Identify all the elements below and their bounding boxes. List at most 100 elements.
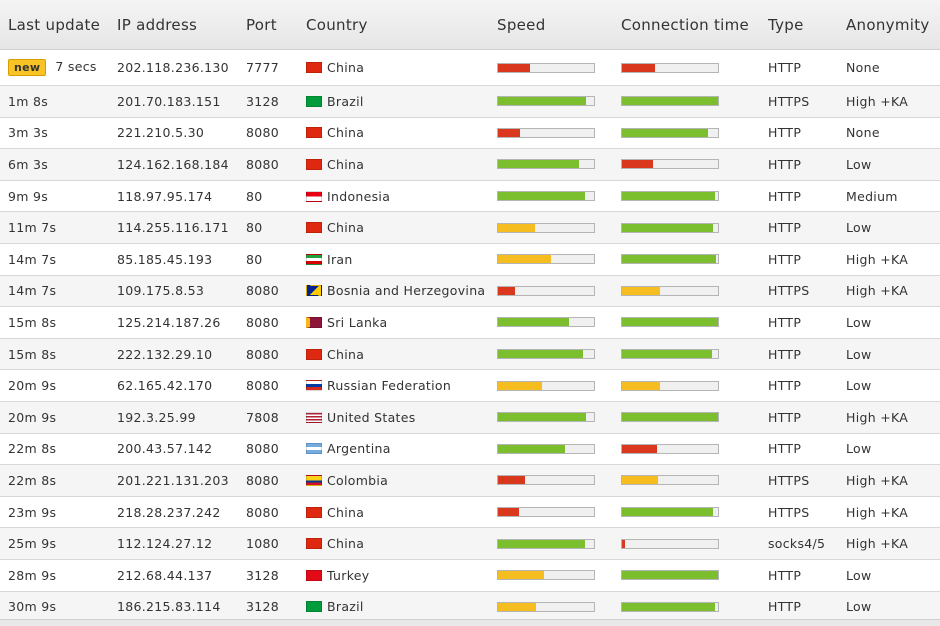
connection-time-cell (613, 433, 760, 466)
last-update-value: 1m 8s (8, 93, 49, 109)
ip-address-cell[interactable]: 201.70.183.151 (109, 85, 238, 118)
table-row[interactable]: new 7 secs 202.118.236.130 7777 China HTT… (0, 49, 940, 86)
ip-address-cell[interactable]: 118.97.95.174 (109, 180, 238, 213)
anonymity-cell: Low (838, 338, 940, 371)
table-row[interactable]: 25m 9s 112.124.27.12 1080 China socks4/5… (0, 527, 940, 560)
table-row[interactable]: 15m 8s 125.214.187.26 8080 Sri Lanka HTT… (0, 306, 940, 339)
connection-time-bar-fill (622, 128, 709, 137)
table-row[interactable]: 22m 8s 201.221.131.203 8080 Colombia HTT… (0, 464, 940, 497)
table-row[interactable]: 20m 9s 62.165.42.170 8080 Russian Federa… (0, 369, 940, 402)
cn-flag-icon (306, 127, 322, 139)
header-speed[interactable]: Speed (489, 0, 613, 50)
country-name: China (327, 346, 365, 362)
connection-time-bar (621, 443, 719, 454)
table-row[interactable]: 14m 7s 109.175.8.53 8080 Bosnia and Herz… (0, 275, 940, 308)
country-cell: China (298, 148, 489, 181)
connection-time-cell (613, 85, 760, 118)
last-update-cell: 11m 7s (0, 211, 109, 244)
header-connection-time[interactable]: Connection time (613, 0, 760, 50)
ip-address-cell[interactable]: 202.118.236.130 (109, 49, 238, 86)
connection-time-bar-fill (622, 255, 717, 264)
br-flag-icon (306, 95, 322, 107)
speed-bar-fill (498, 381, 543, 390)
last-update-value: 28m 9s (8, 567, 57, 583)
speed-bar-fill (498, 63, 530, 72)
connection-time-bar (621, 380, 719, 391)
ip-address-cell[interactable]: 85.185.45.193 (109, 243, 238, 276)
last-update-cell: 6m 3s (0, 148, 109, 181)
ip-address-cell[interactable]: 109.175.8.53 (109, 275, 238, 308)
port-cell: 8080 (238, 464, 298, 497)
ip-address-cell[interactable]: 125.214.187.26 (109, 306, 238, 339)
ip-address-cell[interactable]: 114.255.116.171 (109, 211, 238, 244)
connection-time-bar-fill (622, 413, 718, 422)
ip-address-cell[interactable]: 62.165.42.170 (109, 369, 238, 402)
ip-address-cell[interactable]: 124.162.168.184 (109, 148, 238, 181)
speed-bar-fill (498, 255, 551, 264)
horizontal-scrollbar[interactable] (0, 619, 940, 626)
port-cell: 7777 (238, 49, 298, 86)
connection-time-cell (613, 527, 760, 560)
table-row[interactable]: 15m 8s 222.132.29.10 8080 China HTTP Low (0, 338, 940, 371)
header-anonymity[interactable]: Anonymity (838, 0, 940, 50)
last-update-value: 20m 9s (8, 409, 57, 425)
country-name: China (327, 504, 365, 520)
table-row[interactable]: 11m 7s 114.255.116.171 80 China HTTP Low (0, 211, 940, 244)
header-country[interactable]: Country (298, 0, 489, 50)
speed-cell (489, 464, 613, 497)
connection-time-bar-fill (622, 508, 714, 517)
table-row[interactable]: 20m 9s 192.3.25.99 7808 United States HT… (0, 401, 940, 434)
us-flag-icon (306, 411, 322, 423)
type-cell: HTTP (760, 180, 838, 213)
anonymity-cell: High +KA (838, 464, 940, 497)
header-last-update[interactable]: Last update (0, 0, 109, 50)
ip-address-cell[interactable]: 222.132.29.10 (109, 338, 238, 371)
last-update-value: 23m 9s (8, 504, 57, 520)
ip-address-cell[interactable]: 212.68.44.137 (109, 559, 238, 592)
country-cell: Sri Lanka (298, 306, 489, 339)
connection-time-bar-fill (622, 192, 716, 201)
table-row[interactable]: 6m 3s 124.162.168.184 8080 China HTTP Lo… (0, 148, 940, 181)
speed-bar-fill (498, 444, 566, 453)
last-update-cell: 20m 9s (0, 401, 109, 434)
speed-cell (489, 433, 613, 466)
connection-time-cell (613, 496, 760, 529)
table-header-row: Last update IP address Port Country Spee… (0, 0, 940, 50)
last-update-value: 25m 9s (8, 536, 57, 552)
header-ip-address[interactable]: IP address (109, 0, 238, 50)
table-row[interactable]: 14m 7s 85.185.45.193 80 Iran HTTP High +… (0, 243, 940, 276)
last-update-value: 14m 7s (8, 251, 57, 267)
country-cell: Iran (298, 243, 489, 276)
new-badge: new (8, 59, 47, 76)
speed-bar-fill (498, 508, 520, 517)
speed-bar (497, 285, 595, 296)
connection-time-bar-fill (622, 97, 718, 106)
ip-address-cell[interactable]: 192.3.25.99 (109, 401, 238, 434)
table-row[interactable]: 30m 9s 186.215.83.114 3128 Brazil HTTP L… (0, 591, 940, 624)
table-row[interactable]: 22m 8s 200.43.57.142 8080 Argentina HTTP… (0, 433, 940, 466)
ip-address-cell[interactable]: 200.43.57.142 (109, 433, 238, 466)
table-row[interactable]: 23m 9s 218.28.237.242 8080 China HTTPS H… (0, 496, 940, 529)
header-port[interactable]: Port (238, 0, 298, 50)
table-row[interactable]: 28m 9s 212.68.44.137 3128 Turkey HTTP Lo… (0, 559, 940, 592)
ip-address-cell[interactable]: 112.124.27.12 (109, 527, 238, 560)
tr-flag-icon (306, 569, 322, 581)
port-cell: 8080 (238, 306, 298, 339)
header-type[interactable]: Type (760, 0, 838, 50)
speed-bar (497, 159, 595, 170)
ip-address-cell[interactable]: 221.210.5.30 (109, 117, 238, 150)
ip-address-cell[interactable]: 218.28.237.242 (109, 496, 238, 529)
speed-cell (489, 243, 613, 276)
last-update-cell: 20m 9s (0, 369, 109, 402)
ir-flag-icon (306, 253, 322, 265)
table-row[interactable]: 9m 9s 118.97.95.174 80 Indonesia HTTP Me… (0, 180, 940, 213)
ip-address-cell[interactable]: 186.215.83.114 (109, 591, 238, 624)
speed-cell (489, 559, 613, 592)
ip-address-cell[interactable]: 201.221.131.203 (109, 464, 238, 497)
table-row[interactable]: 1m 8s 201.70.183.151 3128 Brazil HTTPS H… (0, 85, 940, 118)
table-row[interactable]: 3m 3s 221.210.5.30 8080 China HTTP None (0, 117, 940, 150)
speed-bar-fill (498, 192, 586, 201)
country-name: Bosnia and Herzegovina (327, 283, 486, 299)
connection-time-bar (621, 349, 719, 360)
speed-cell (489, 148, 613, 181)
